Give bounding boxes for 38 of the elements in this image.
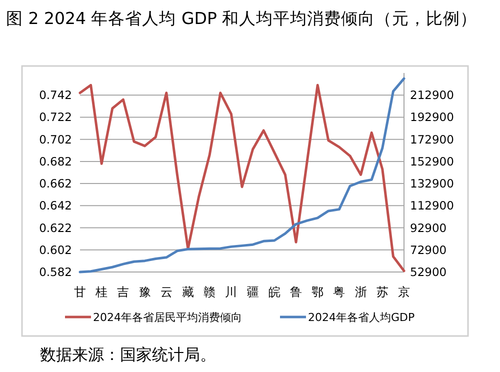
x-tick-label: 甘 <box>74 285 86 300</box>
y-tick-label: 0.742 <box>39 88 72 102</box>
x-tick-label: 鲁 <box>290 285 302 300</box>
source-note: 数据来源：国家统计局。 <box>40 345 216 364</box>
x-tick-label: 粤 <box>333 285 346 300</box>
x-tick-label: 云 <box>160 285 172 300</box>
x-tick-label: 京 <box>398 285 410 300</box>
y2-tick-label: 112900 <box>410 198 454 213</box>
x-tick-label: 浙 <box>354 285 367 300</box>
y2-tick-label: 212900 <box>410 88 454 102</box>
y2-tick-label: 172900 <box>410 132 454 146</box>
y2-tick-label: 92900 <box>410 220 447 235</box>
x-tick-label: 赣 <box>204 285 216 300</box>
legend-label: 2024年各省人均GDP <box>308 310 415 324</box>
x-tick-label: 藏 <box>182 285 194 300</box>
y-tick-label: 0.662 <box>39 176 72 191</box>
y-tick-label: 0.642 <box>39 198 72 213</box>
x-tick-label: 皖 <box>268 285 280 300</box>
x-tick-label: 鄂 <box>312 285 324 300</box>
x-tick-label: 苏 <box>376 285 388 300</box>
y2-tick-label: 192900 <box>410 110 454 124</box>
y-tick-label: 0.582 <box>39 265 72 280</box>
y2-tick-label: 152900 <box>410 154 454 168</box>
y2-tick-label: 132900 <box>410 176 454 191</box>
legend-label: 2024年各省居民平均消费倾向 <box>93 310 242 324</box>
y-tick-label: 0.702 <box>39 132 72 146</box>
y-tick-label: 0.622 <box>39 220 72 235</box>
y-tick-label: 0.722 <box>39 110 72 124</box>
chart-title: 图 2 2024 年各省人均 GDP 和人均平均消费倾向（元，比例） <box>6 9 478 28</box>
y2-tick-label: 52900 <box>410 265 447 280</box>
x-tick-label: 豫 <box>138 285 151 300</box>
x-tick-label: 川 <box>225 285 238 300</box>
y2-tick-label: 72900 <box>410 242 447 257</box>
x-tick-label: 疆 <box>246 285 259 300</box>
y-tick-label: 0.682 <box>39 154 72 168</box>
x-tick-label: 桂 <box>94 285 108 300</box>
x-tick-label: 吉 <box>117 285 130 300</box>
y-tick-label: 0.602 <box>39 242 72 257</box>
